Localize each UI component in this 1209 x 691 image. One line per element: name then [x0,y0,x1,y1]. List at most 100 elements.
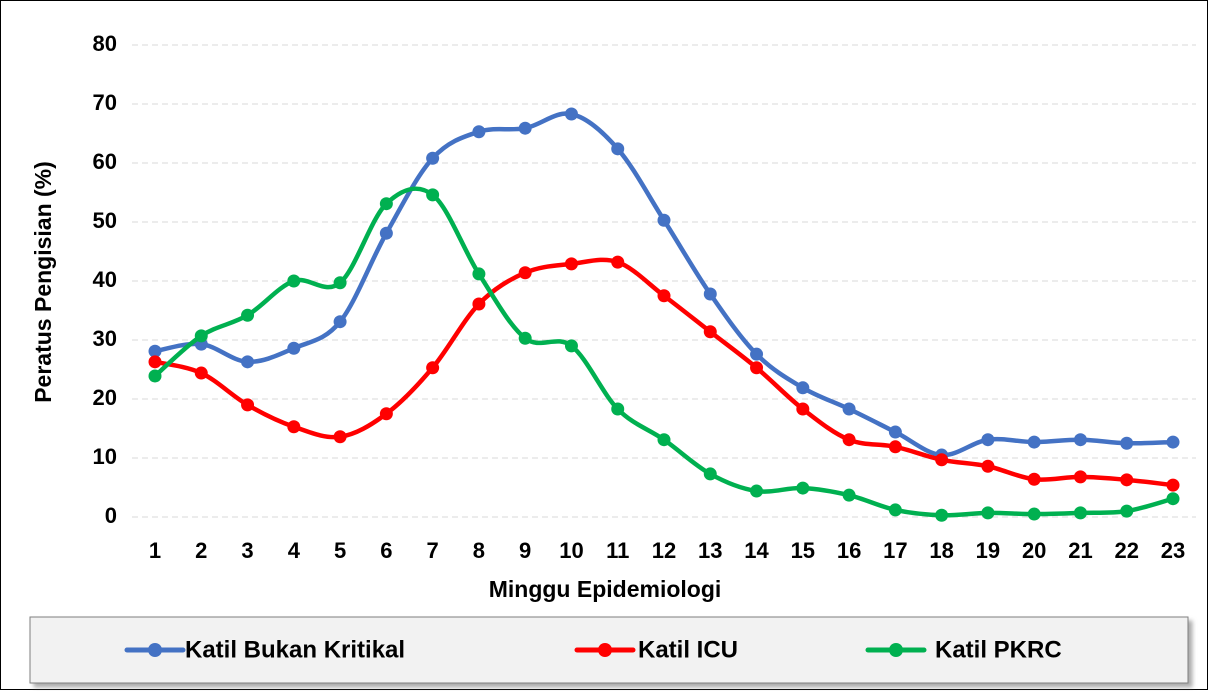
x-tick-label: 9 [519,538,531,563]
data-point [379,407,393,421]
x-tick-label: 2 [195,538,207,563]
data-point [472,297,486,311]
x-tick-label: 17 [883,538,907,563]
x-tick-label: 7 [427,538,439,563]
data-point [426,188,440,202]
x-tick-label: 1 [149,538,161,563]
data-point [194,366,208,380]
data-point [148,344,162,358]
x-tick-label: 6 [380,538,392,563]
x-tick-label: 13 [698,538,722,563]
x-tick-label: 16 [837,538,861,563]
data-point [564,257,578,271]
legend-label: Katil PKRC [935,636,1062,663]
x-tick-label: 11 [606,538,629,563]
data-point [796,381,810,395]
data-point [564,107,578,121]
data-point [241,308,255,322]
y-axis-title: Peratus Pengisian (%) [30,161,56,403]
data-point [981,506,995,520]
data-point [888,425,902,439]
y-tick-label: 40 [93,267,117,292]
data-point [1166,478,1180,492]
data-point [241,355,255,369]
data-point [703,467,717,481]
y-tick-label: 50 [93,208,117,233]
y-tick-label: 20 [93,385,117,410]
data-point [287,274,301,288]
x-tick-label: 14 [744,538,769,563]
data-point [1120,436,1134,450]
x-tick-label: 4 [288,538,301,563]
data-point [426,361,440,375]
data-point [518,266,532,280]
x-tick-label: 12 [652,538,676,563]
data-point [472,267,486,281]
data-point [564,339,578,353]
data-point [472,125,486,139]
x-tick-label: 22 [1114,538,1138,563]
data-point [1073,506,1087,520]
data-point [148,369,162,383]
data-point [241,398,255,412]
x-tick-label: 19 [976,538,1000,563]
legend-marker [598,643,612,657]
data-point [1073,433,1087,447]
x-tick-label: 8 [473,538,485,563]
data-point [796,402,810,416]
data-point [935,453,949,467]
series-line [152,186,1176,518]
data-point [888,440,902,454]
data-point [750,361,764,375]
x-tick-label: 15 [791,538,815,563]
data-point [287,420,301,434]
data-point [148,355,162,369]
data-point [194,329,208,343]
x-tick-label: 21 [1068,538,1092,563]
data-point [750,347,764,361]
data-point [518,331,532,345]
x-axis-title: Minggu Epidemiologi [489,576,722,602]
data-point [611,142,625,156]
data-point [611,402,625,416]
x-tick-label: 20 [1022,538,1046,563]
data-point [426,151,440,165]
data-point [1073,470,1087,484]
data-point [796,481,810,495]
data-point [657,433,671,447]
data-point [981,459,995,473]
data-point [1027,507,1041,521]
data-point [1120,473,1134,487]
x-tick-label: 3 [241,538,253,563]
data-point [657,213,671,227]
data-point [703,287,717,301]
data-point [657,289,671,303]
y-tick-label: 0 [105,503,117,528]
data-point [1166,435,1180,449]
legend-marker [148,643,162,657]
data-point [1027,472,1041,486]
x-tick-label: 5 [334,538,346,563]
data-point [1166,492,1180,506]
data-point [379,226,393,240]
x-tick-label: 23 [1161,538,1185,563]
data-point [379,197,393,211]
data-point [935,508,949,522]
y-tick-label: 80 [93,31,117,56]
y-tick-label: 30 [93,326,117,351]
data-point [1027,435,1041,449]
y-tick-label: 60 [93,149,117,174]
data-point [333,276,347,290]
legend-marker [889,643,903,657]
y-tick-label: 10 [93,444,117,469]
data-point [888,503,902,517]
legend-label: Katil ICU [638,636,738,663]
data-point [287,341,301,355]
data-point [333,430,347,444]
x-tick-label: 10 [559,538,583,563]
data-point [842,402,856,416]
x-tick-label: 18 [929,538,953,563]
data-point [518,121,532,135]
data-point [1120,504,1134,518]
